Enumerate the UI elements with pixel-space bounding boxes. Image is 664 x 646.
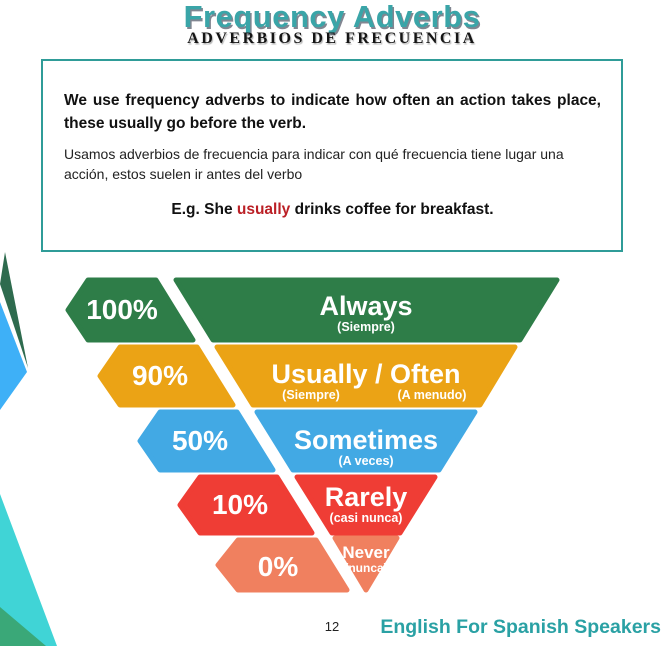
funnel-tag-90: [97, 344, 236, 408]
decor-triangle-dark-green: [0, 252, 28, 368]
decor-triangle-bottom-green: [0, 607, 46, 646]
funnel-tag-0: [215, 537, 350, 593]
adverb-sublabel-rarely: (casi nunca): [330, 511, 403, 525]
percent-label-50: 50%: [172, 425, 228, 456]
header: Frequency Adverbs ADVERBIOS DE FRECUENCI…: [0, 0, 664, 48]
adverb-label-sometimes: Sometimes: [294, 425, 438, 455]
example-highlight-word: usually: [236, 201, 291, 219]
percent-label-100: 100%: [86, 294, 158, 325]
example-suffix: drinks coffee for breakfast.: [290, 201, 494, 219]
percent-label-10: 10%: [212, 489, 268, 520]
adverb-sublabel-sometimes: (A veces): [338, 454, 393, 468]
adverb-label-always: Always: [319, 291, 412, 321]
funnel-tag-10: [177, 474, 315, 536]
example-sentence: E.g. She usually drinks coffee for break…: [64, 201, 601, 219]
adverb-sublabel-always: (Siempre): [337, 320, 395, 334]
funnel-bar-rarely: [294, 474, 438, 536]
adverb-sublabel-never: (nunca): [344, 561, 387, 575]
funnel-bar-usually-often: [214, 344, 518, 408]
explanation-english: We use frequency adverbs to indicate how…: [64, 92, 601, 133]
decor-triangle-turquoise: [0, 494, 57, 646]
adverb-label-rarely: Rarely: [325, 482, 408, 512]
page-title: Frequency Adverbs: [183, 0, 481, 34]
explanation-spanish: Usamos adverbios de frecuencia para indi…: [64, 145, 564, 182]
funnel-bar-always: [173, 277, 560, 343]
explanation-box: We use frequency adverbs to indicate how…: [41, 59, 623, 252]
brand-text: English For Spanish Speakers: [380, 616, 661, 638]
funnel-bar-never: [332, 535, 400, 593]
adverb-label-usually-often: Usually / Often: [271, 359, 460, 389]
page-subtitle: ADVERBIOS DE FRECUENCIA: [187, 30, 477, 47]
percent-label-0: 0%: [258, 551, 299, 582]
percent-label-90: 90%: [132, 360, 188, 391]
funnel-tag-50: [137, 409, 276, 473]
example-prefix: E.g. She: [171, 201, 237, 219]
decor-triangle-sky-blue: [0, 302, 27, 410]
funnel-bar-sometimes: [254, 409, 478, 473]
adverb-label-never: Never: [342, 543, 390, 562]
adverb-sublabel-usually: (Siempre): [282, 388, 340, 402]
funnel-tag-100: [65, 277, 196, 343]
adverb-sublabel-often: (A menudo): [398, 388, 467, 402]
